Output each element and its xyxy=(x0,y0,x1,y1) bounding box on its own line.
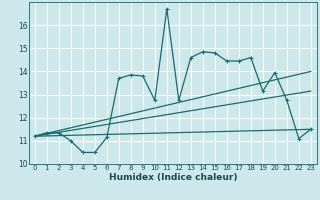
X-axis label: Humidex (Indice chaleur): Humidex (Indice chaleur) xyxy=(108,173,237,182)
